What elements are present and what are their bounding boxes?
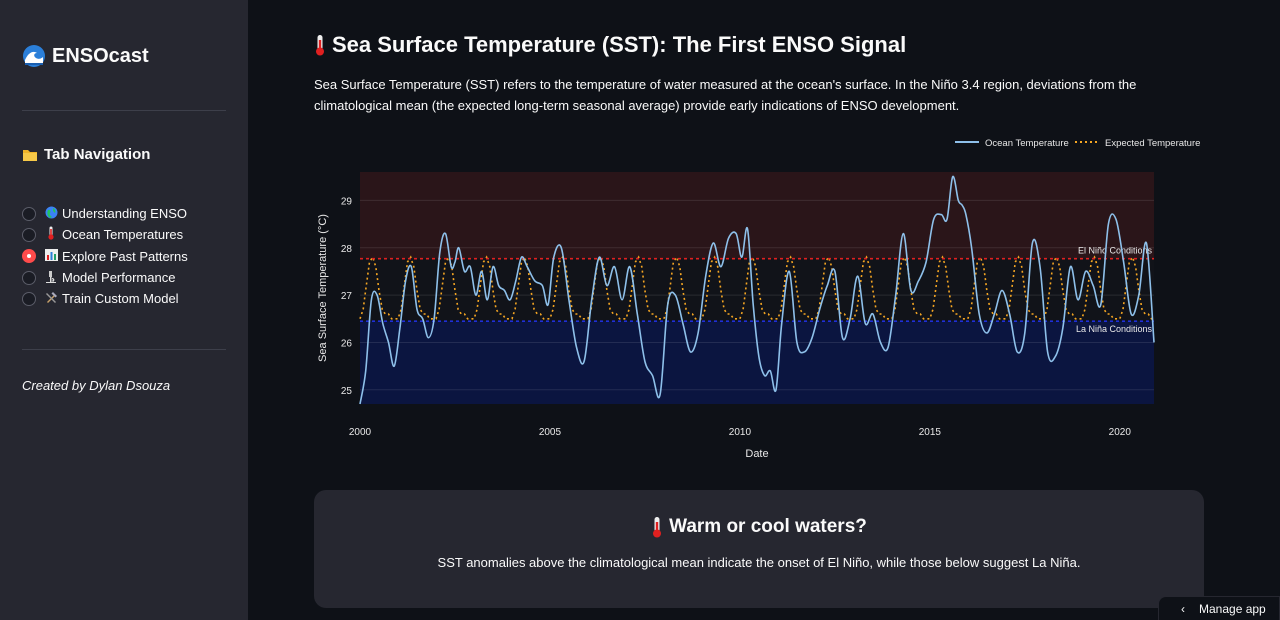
nav-label: Explore Past Patterns (62, 248, 188, 264)
legend-label-ocean: Ocean Temperature (985, 138, 1069, 149)
radio-model-performance[interactable] (22, 270, 36, 285)
sidebar-divider (22, 349, 226, 350)
x-axis-title: Date (745, 448, 768, 460)
page-title: Sea Surface Temperature (SST): The First… (314, 32, 906, 58)
nav-label: Train Custom Model (62, 291, 179, 307)
card-title-text: Warm or cool waters? (669, 516, 867, 537)
nav-label: Ocean Temperatures (62, 227, 184, 243)
sst-line-chart[interactable]: 25 26 27 28 29 2000 2005 2010 2015 2020 Date Sea Su… (312, 130, 1212, 460)
x-tick-label: 2015 (919, 427, 942, 438)
manage-app-button[interactable]: ‹ Manage app (1158, 596, 1280, 620)
nav-item-ocean-temperatures[interactable]: Ocean Temperatures (22, 224, 188, 245)
y-tick-label: 25 (341, 386, 353, 397)
sidebar: ENSOcast Tab Navigation Understanding EN… (0, 0, 248, 620)
nav-item-train-custom-model[interactable]: Train Custom Model (22, 288, 188, 309)
thermometer-icon (316, 35, 324, 56)
neutral-band (360, 258, 1154, 322)
microscope-icon (44, 270, 58, 286)
sidebar-divider (22, 110, 226, 111)
info-card: Warm or cool waters? SST anomalies above… (314, 490, 1204, 608)
chevron-left-icon: ‹ (1181, 601, 1185, 616)
y-tick-label: 29 (341, 196, 353, 207)
radio-ocean-temperatures[interactable] (22, 227, 36, 242)
la-nina-threshold-label: La Niña Conditions (1076, 324, 1153, 334)
intro-paragraph: Sea Surface Temperature (SST) refers to … (314, 77, 1137, 113)
x-tick-label: 2005 (539, 427, 562, 438)
nav-item-understanding-enso[interactable]: Understanding ENSO (22, 203, 188, 224)
el-nino-threshold-label: El Niño Conditions (1078, 246, 1153, 256)
nav-radio-group: Understanding ENSO Ocean Temperatures Ex… (22, 203, 188, 309)
legend-label-expected: Expected Temperature (1105, 138, 1200, 149)
globe-icon (44, 206, 58, 222)
brand-name: ENSOcast (52, 44, 149, 67)
x-tick-label: 2010 (729, 427, 752, 438)
x-tick-label: 2020 (1109, 427, 1132, 438)
y-axis-title: Sea Surface Temperature (°C) (317, 214, 329, 362)
y-tick-label: 28 (341, 244, 353, 255)
nav-label: Model Performance (62, 270, 176, 286)
la-nina-band (360, 321, 1154, 404)
nav-title-text: Tab Navigation (44, 146, 151, 163)
el-nino-band (360, 172, 1154, 259)
wave-icon (23, 45, 45, 67)
bar-chart-icon (44, 248, 58, 264)
manage-app-label: Manage app (1199, 601, 1266, 616)
radio-understanding-enso[interactable] (22, 206, 36, 221)
brand: ENSOcast (22, 44, 149, 68)
folder-icon (23, 149, 37, 161)
series-ocean-temperature (359, 175, 1155, 405)
nav-item-model-performance[interactable]: Model Performance (22, 267, 188, 288)
card-text: SST anomalies above the climatological m… (437, 555, 1081, 570)
y-tick-label: 26 (341, 338, 353, 349)
card-title: Warm or cool waters? (314, 516, 1204, 538)
page-title-text: Sea Surface Temperature (SST): The First… (332, 32, 907, 57)
credit-text: Created by Dylan Dsouza (22, 378, 171, 393)
nav-label: Understanding ENSO (62, 206, 188, 222)
x-tick-label: 2000 (349, 427, 372, 438)
radio-explore-past-patterns[interactable] (22, 249, 36, 264)
tools-icon (44, 291, 58, 307)
thermometer-icon (44, 226, 58, 243)
nav-title: Tab Navigation (22, 146, 150, 163)
y-tick-label: 27 (341, 291, 353, 302)
nav-item-explore-past-patterns[interactable]: Explore Past Patterns (22, 246, 188, 267)
thermometer-icon (653, 517, 662, 538)
radio-train-custom-model[interactable] (22, 291, 36, 306)
